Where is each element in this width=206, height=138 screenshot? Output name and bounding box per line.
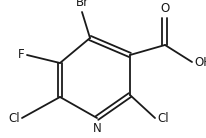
Text: Br: Br — [75, 0, 89, 9]
Text: Cl: Cl — [8, 112, 20, 124]
Text: F: F — [18, 48, 25, 62]
Text: O: O — [160, 2, 170, 15]
Text: Cl: Cl — [157, 112, 169, 124]
Text: OH: OH — [194, 55, 206, 68]
Text: N: N — [93, 122, 101, 135]
